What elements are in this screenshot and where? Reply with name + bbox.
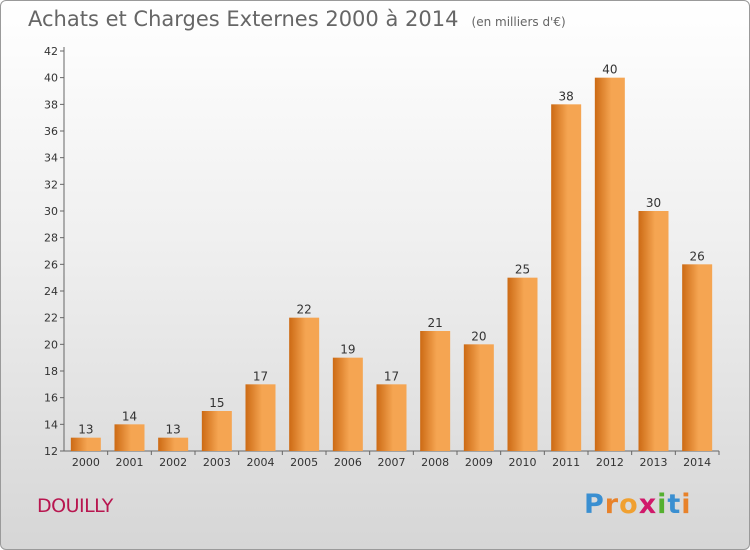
logo-letter: t xyxy=(667,489,682,520)
bar-value-label: 15 xyxy=(209,396,224,410)
y-tick-label: 38 xyxy=(44,98,58,111)
bar-2013 xyxy=(638,211,669,451)
bar-value-label: 13 xyxy=(78,423,93,437)
y-tick-label: 18 xyxy=(44,365,58,378)
y-tick-label: 24 xyxy=(44,285,58,298)
bars xyxy=(70,77,713,452)
y-tick-label: 12 xyxy=(44,445,58,458)
bar-2014 xyxy=(682,264,713,451)
logo-letter: r xyxy=(604,489,620,520)
y-tick-label: 40 xyxy=(44,72,58,85)
bar-value-label: 38 xyxy=(559,89,574,103)
y-tick-label: 20 xyxy=(44,338,58,351)
bar-value-label: 20 xyxy=(471,329,486,343)
bar-2011 xyxy=(551,104,582,451)
x-tick-label: 2000 xyxy=(72,456,100,469)
bar-2001 xyxy=(114,424,145,451)
logo-letter: i xyxy=(657,489,668,520)
bar-2012 xyxy=(594,77,625,452)
x-tick-label: 2014 xyxy=(683,456,711,469)
x-tick-label: 2007 xyxy=(378,456,406,469)
x-tick-label: 2001 xyxy=(116,456,144,469)
x-tick-label: 2006 xyxy=(334,456,362,469)
bar-value-label: 14 xyxy=(122,409,137,423)
y-tick-label: 16 xyxy=(44,392,58,405)
y-tick-label: 26 xyxy=(44,258,58,271)
chart-unit: (en milliers d'€) xyxy=(471,15,566,29)
bar-2006 xyxy=(332,357,363,451)
y-tick-label: 22 xyxy=(44,312,58,325)
bar-2010 xyxy=(507,277,538,451)
proxiti-logo[interactable]: Proxiti xyxy=(584,489,692,520)
location-name: DOUILLY xyxy=(37,495,113,517)
y-tick-label: 30 xyxy=(44,205,58,218)
x-tick-label: 2010 xyxy=(509,456,537,469)
logo-letter: x xyxy=(638,489,658,520)
bar-value-label: 22 xyxy=(297,303,312,317)
bar-2000 xyxy=(70,437,101,451)
bar-value-label: 21 xyxy=(428,316,443,330)
bar-value-label: 17 xyxy=(384,369,399,383)
bar-2005 xyxy=(289,317,320,451)
x-tick-label: 2005 xyxy=(290,456,318,469)
y-tick-label: 36 xyxy=(44,125,58,138)
x-tick-label: 2008 xyxy=(421,456,449,469)
logo-letter: i xyxy=(681,489,692,520)
bar-value-label: 30 xyxy=(646,196,661,210)
bar-2007 xyxy=(376,384,407,451)
y-tick-label: 34 xyxy=(44,152,58,165)
bar-value-label: 19 xyxy=(340,343,355,357)
logo-letter: o xyxy=(619,489,639,520)
y-tick-label: 32 xyxy=(44,178,58,191)
y-tick-label: 14 xyxy=(44,418,58,431)
bar-value-label: 25 xyxy=(515,263,530,277)
bar-value-label: 13 xyxy=(166,423,181,437)
bar-value-label: 40 xyxy=(602,63,617,77)
x-tick-label: 2012 xyxy=(596,456,624,469)
y-tick-label: 42 xyxy=(44,45,58,58)
x-tick-label: 2004 xyxy=(247,456,275,469)
bar-2003 xyxy=(201,411,232,451)
x-tick-label: 2003 xyxy=(203,456,231,469)
x-tick-label: 2013 xyxy=(640,456,668,469)
x-tick-label: 2011 xyxy=(552,456,580,469)
bar-2004 xyxy=(245,384,276,451)
title-row: Achats et Charges Externes 2000 à 2014 (… xyxy=(28,7,566,31)
x-tick-label: 2009 xyxy=(465,456,493,469)
bar-2008 xyxy=(420,331,451,451)
y-tick-label: 28 xyxy=(44,232,58,245)
x-tick-label: 2002 xyxy=(159,456,187,469)
bar-2009 xyxy=(463,344,494,451)
chart-title: Achats et Charges Externes 2000 à 2014 xyxy=(28,7,459,31)
logo-letter: P xyxy=(584,489,605,520)
bar-2002 xyxy=(158,437,189,451)
bar-value-label: 17 xyxy=(253,369,268,383)
axes: 12 14 16 18 20 22 24 26 28 30 32 34 36 38 40 42 2000 2001… xyxy=(44,45,720,469)
bar-labels: 13 14 13 15 17 22 19 17 21 20 25 38 40 30 26 xyxy=(78,63,705,437)
bar-value-label: 26 xyxy=(690,249,705,263)
